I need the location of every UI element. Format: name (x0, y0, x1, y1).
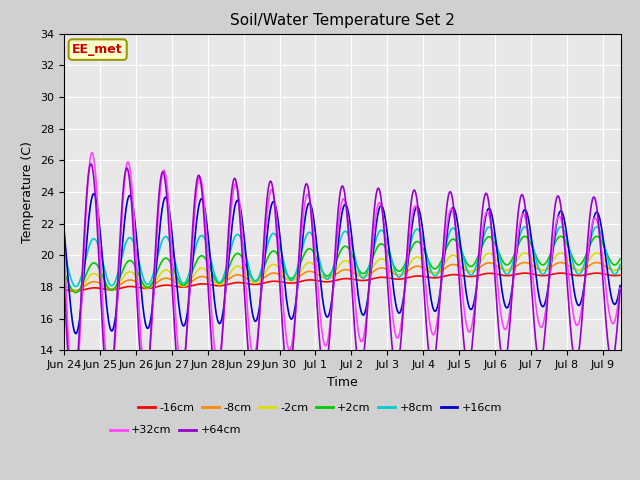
+8cm (139, 273, 147, 279)
+64cm (299, 201, 307, 206)
+32cm (63, 292, 70, 298)
-8cm (63, 284, 70, 289)
+8cm (521, 224, 529, 230)
-8cm (72, 288, 79, 293)
+64cm (87, 161, 95, 167)
Line: +64cm: +64cm (64, 164, 620, 397)
+64cm (474, 265, 482, 271)
-8cm (616, 266, 624, 272)
+8cm (298, 247, 306, 252)
+8cm (460, 255, 467, 261)
+64cm (63, 321, 70, 327)
Text: EE_met: EE_met (72, 43, 123, 56)
+64cm (69, 394, 77, 400)
+64cm (140, 382, 147, 387)
+8cm (473, 260, 481, 265)
+8cm (63, 258, 70, 264)
-2cm (298, 266, 306, 272)
+8cm (60, 249, 68, 255)
-16cm (616, 272, 624, 278)
+8cm (319, 270, 327, 276)
-8cm (139, 283, 147, 288)
+2cm (298, 256, 306, 262)
+16cm (320, 303, 328, 309)
+64cm (461, 345, 468, 351)
+16cm (63, 252, 70, 258)
-2cm (139, 282, 147, 288)
+16cm (60, 226, 68, 232)
-2cm (473, 264, 481, 270)
+16cm (461, 276, 468, 282)
-8cm (60, 282, 68, 288)
+32cm (461, 309, 468, 314)
+32cm (320, 339, 328, 345)
Legend: +32cm, +64cm: +32cm, +64cm (106, 421, 245, 440)
+2cm (319, 269, 327, 275)
-8cm (521, 260, 529, 265)
-16cm (473, 273, 481, 278)
-8cm (473, 266, 481, 272)
-2cm (63, 280, 70, 286)
+64cm (320, 370, 328, 375)
-8cm (460, 266, 467, 272)
+32cm (140, 363, 147, 369)
+64cm (60, 276, 68, 282)
Line: +32cm: +32cm (64, 153, 620, 395)
+2cm (460, 254, 467, 260)
Line: -2cm: -2cm (64, 253, 620, 292)
+2cm (72, 290, 80, 296)
+32cm (474, 273, 482, 278)
+32cm (70, 392, 77, 397)
-8cm (319, 275, 327, 280)
+2cm (473, 256, 481, 262)
+16cm (90, 191, 98, 196)
+2cm (616, 256, 624, 262)
+32cm (88, 150, 95, 156)
+2cm (521, 233, 529, 239)
-2cm (319, 274, 327, 280)
+8cm (72, 284, 80, 289)
-16cm (72, 288, 79, 294)
Line: +2cm: +2cm (64, 236, 620, 293)
-16cm (319, 279, 327, 285)
+32cm (60, 243, 68, 249)
+16cm (474, 274, 482, 280)
-2cm (72, 289, 80, 295)
-2cm (60, 277, 68, 283)
-16cm (139, 285, 147, 291)
Line: -8cm: -8cm (64, 263, 620, 290)
-16cm (460, 273, 467, 279)
-16cm (60, 287, 68, 292)
Line: +8cm: +8cm (64, 227, 620, 287)
+16cm (72, 331, 80, 336)
+2cm (60, 269, 68, 275)
Line: -16cm: -16cm (64, 273, 620, 291)
+16cm (616, 283, 624, 288)
+8cm (616, 262, 624, 267)
+2cm (139, 280, 147, 286)
+32cm (616, 286, 624, 291)
Y-axis label: Temperature (C): Temperature (C) (22, 141, 35, 243)
+32cm (299, 217, 307, 223)
-2cm (460, 263, 467, 269)
+16cm (299, 235, 307, 240)
X-axis label: Time: Time (327, 376, 358, 389)
+2cm (63, 275, 70, 280)
-2cm (521, 250, 529, 256)
Line: +16cm: +16cm (64, 193, 620, 334)
+16cm (140, 307, 147, 313)
Title: Soil/Water Temperature Set 2: Soil/Water Temperature Set 2 (230, 13, 455, 28)
-8cm (298, 272, 306, 277)
-2cm (616, 264, 624, 270)
-16cm (63, 287, 70, 293)
-16cm (298, 278, 306, 284)
-16cm (521, 270, 529, 276)
+64cm (616, 287, 624, 293)
